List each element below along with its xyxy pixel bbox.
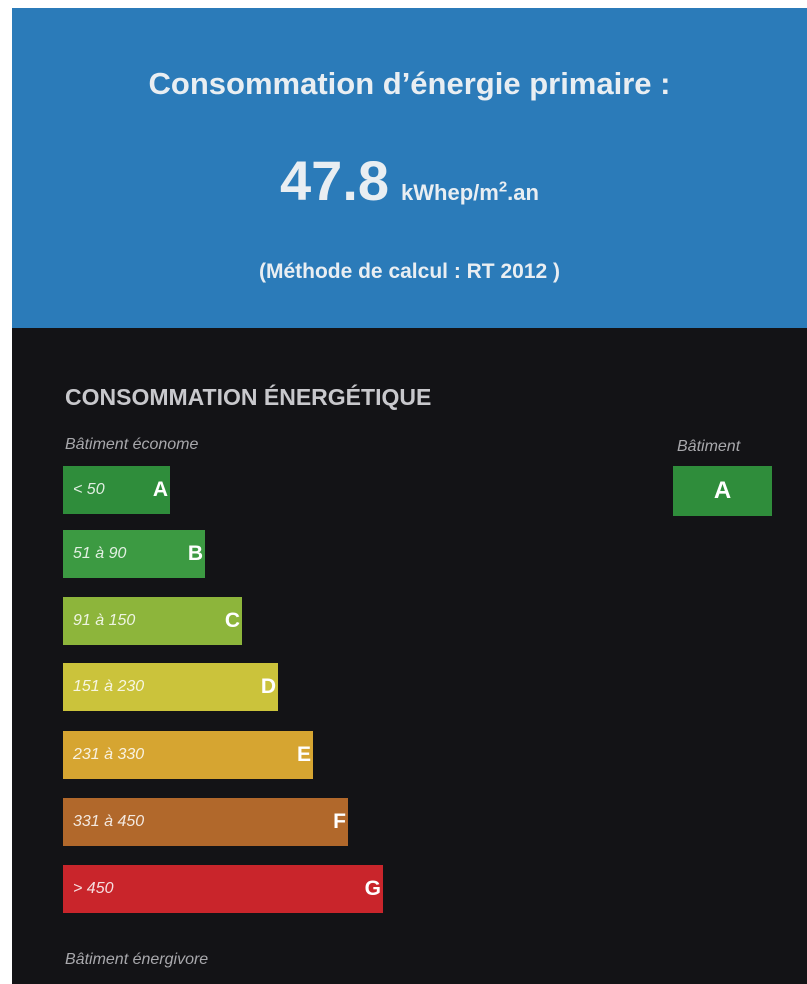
top-label: Bâtiment économe (65, 436, 199, 453)
unit-base: kWhep/m (401, 180, 499, 205)
bottom-label: Bâtiment énergivore (65, 951, 209, 968)
class-letter: E (296, 743, 311, 766)
consumption-value: 47.8 (280, 149, 390, 212)
building-class: A (673, 466, 772, 516)
class-range: < 50 (73, 481, 105, 498)
class-letter: F (333, 810, 346, 833)
class-range: 51 à 90 (73, 545, 127, 562)
class-letter: G (364, 877, 381, 900)
unit-tail: .an (507, 180, 539, 205)
class-bar: 331 à 450 F (63, 798, 348, 846)
unit-sup: 2 (498, 178, 508, 196)
class-bar: > 450 G (63, 865, 383, 913)
building-label: Bâtiment (677, 438, 741, 455)
class-range: 151 à 230 (73, 678, 145, 695)
class-range: > 450 (73, 880, 114, 897)
class-bar: 51 à 90 B (63, 530, 205, 578)
header-title: Consommation d’énergie primaire : (148, 66, 671, 101)
method: (Méthode de calcul : RT 2012 ) (258, 260, 561, 283)
class-range: 91 à 150 (73, 612, 136, 629)
class-letter: A (152, 478, 168, 501)
class-bar: 91 à 150 C (63, 597, 242, 645)
class-letter: B (187, 542, 203, 565)
class-range: 331 à 450 (73, 813, 145, 830)
class-bar: 231 à 330 E (63, 731, 313, 779)
energy-panel: Consommation d’énergie primaire : 47.8 kW… (12, 8, 807, 984)
unit: kWhep/m2.an (401, 178, 539, 205)
class-bar: 151 à 230 D (63, 663, 278, 711)
class-range: 231 à 330 (73, 746, 145, 763)
consumption: 47.8 kWhep/m2.an (12, 148, 807, 213)
section-title: CONSOMMATION ÉNERGÉTIQUE (65, 384, 432, 410)
class-bar: < 50 A (63, 466, 170, 514)
class-letter: C (224, 609, 240, 632)
class-letter: D (260, 675, 276, 698)
header: Consommation d’énergie primaire : 47.8 kW… (12, 8, 807, 328)
